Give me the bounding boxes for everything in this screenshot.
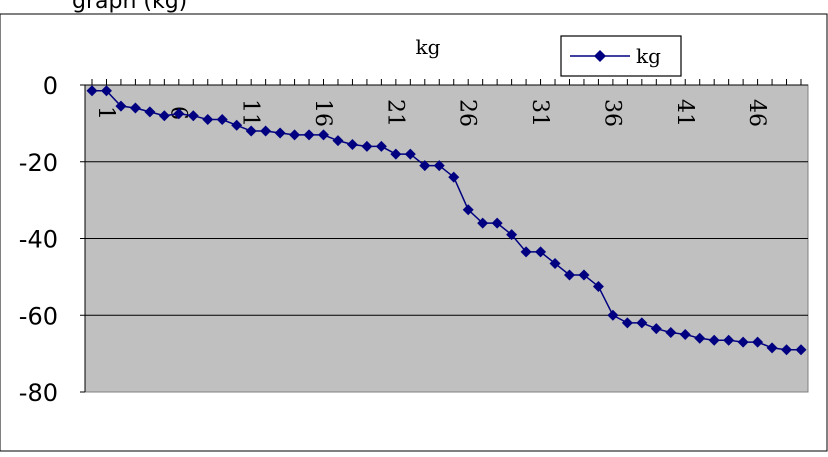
x-tick-label: 46	[744, 99, 769, 127]
y-tick-label: 0	[43, 72, 58, 100]
data-point	[245, 125, 257, 137]
y-tick-label: -60	[19, 302, 58, 330]
legend: kg	[560, 35, 682, 77]
legend-marker-icon	[594, 50, 606, 62]
data-point	[231, 119, 243, 131]
x-tick-label: 31	[527, 99, 552, 127]
x-tick-label: 1	[93, 106, 118, 120]
y-axis-ticks	[80, 84, 85, 393]
data-point	[86, 85, 98, 97]
data-point	[115, 100, 127, 112]
y-tick-label: -80	[19, 379, 58, 407]
y-tick-label: -20	[19, 149, 58, 177]
data-point	[462, 204, 474, 216]
x-tick-label: 41	[672, 99, 697, 127]
data-point	[129, 102, 141, 114]
data-point	[390, 148, 402, 160]
data-point	[361, 140, 373, 152]
data-point	[723, 334, 735, 346]
y-tick-label: -40	[19, 226, 58, 254]
data-point	[202, 114, 214, 126]
data-point	[346, 138, 358, 150]
data-point	[636, 317, 648, 329]
data-point	[708, 334, 720, 346]
data-point	[578, 269, 590, 281]
data-point	[694, 332, 706, 344]
data-point	[477, 217, 489, 229]
data-point	[144, 106, 156, 118]
chart-title: kg	[416, 35, 441, 59]
header-text: graph (kg)	[72, 0, 187, 14]
data-point	[260, 125, 272, 137]
data-point	[216, 114, 228, 126]
data-point	[563, 269, 575, 281]
data-point	[535, 246, 547, 258]
data-point	[737, 336, 749, 348]
data-point	[752, 336, 764, 348]
data-point	[766, 342, 778, 354]
data-point	[274, 127, 286, 139]
data-point	[173, 108, 185, 120]
data-point	[781, 344, 793, 356]
data-point	[404, 148, 416, 160]
legend-label: kg	[636, 44, 661, 68]
x-tick-label: 16	[310, 99, 335, 127]
data-point	[665, 327, 677, 339]
series-kg	[86, 85, 807, 356]
data-point	[607, 309, 619, 321]
data-point	[419, 160, 431, 172]
data-point	[433, 160, 445, 172]
data-point	[795, 344, 807, 356]
data-point	[289, 129, 301, 141]
data-point	[448, 171, 460, 183]
x-axis-ticks	[91, 79, 802, 85]
data-point	[650, 323, 662, 335]
data-point	[332, 135, 344, 147]
data-point	[621, 317, 633, 329]
data-point	[158, 110, 170, 122]
data-point	[100, 85, 112, 97]
x-tick-label: 36	[599, 99, 624, 127]
data-point	[520, 246, 532, 258]
x-tick-label: 26	[455, 99, 480, 127]
data-point	[375, 140, 387, 152]
x-tick-label: 11	[238, 99, 263, 127]
data-point	[679, 328, 691, 340]
data-point	[592, 280, 604, 292]
data-point	[549, 257, 561, 269]
data-point	[187, 110, 199, 122]
data-point	[303, 129, 315, 141]
gridlines	[85, 161, 808, 316]
data-point	[506, 229, 518, 241]
data-point	[318, 129, 330, 141]
y-axis-tick-labels: 0 -20 -40 -60 -80	[19, 72, 58, 407]
data-point	[491, 217, 503, 229]
x-tick-label: 21	[382, 99, 407, 127]
